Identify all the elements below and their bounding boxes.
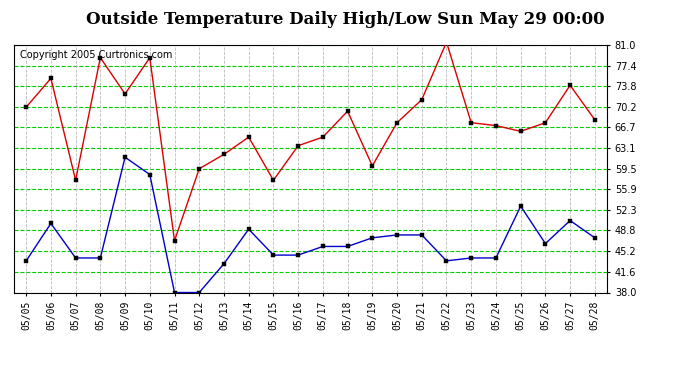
Text: Copyright 2005 Curtronics.com: Copyright 2005 Curtronics.com — [20, 50, 172, 60]
Text: Outside Temperature Daily High/Low Sun May 29 00:00: Outside Temperature Daily High/Low Sun M… — [86, 11, 604, 28]
